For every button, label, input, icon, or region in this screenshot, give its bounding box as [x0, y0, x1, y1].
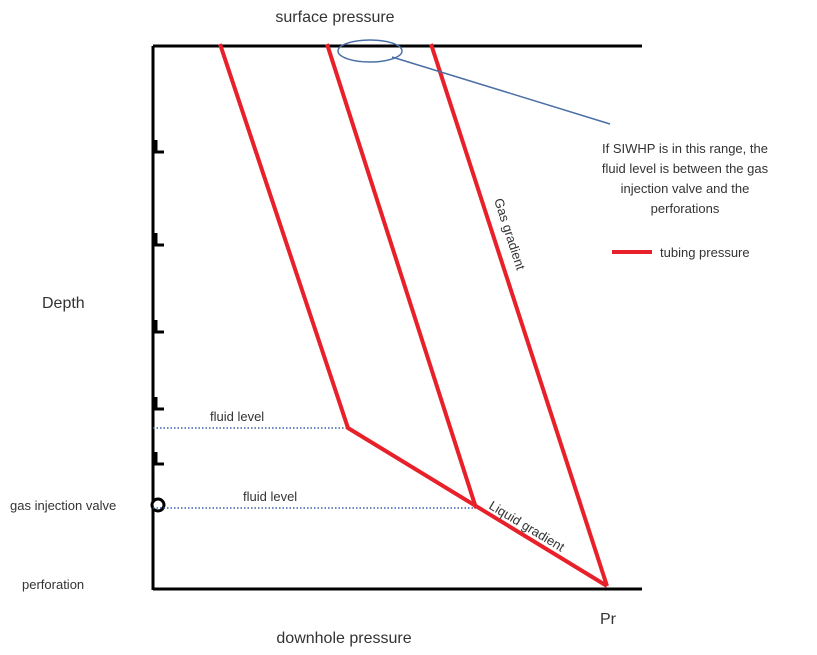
pr-label: Pr: [600, 611, 617, 628]
depth-axis-label: Depth: [42, 295, 85, 312]
liquid-gradient-label: Liquid gradient: [486, 498, 567, 555]
perforation-label: perforation: [22, 577, 84, 592]
depth-tick: [154, 452, 164, 466]
annotation-line-4: perforations: [651, 201, 720, 216]
depth-tick: [154, 320, 164, 334]
gas-injection-valve-label: gas injection valve: [10, 498, 116, 513]
downhole-pressure-title: downhole pressure: [276, 630, 411, 647]
tubing-pressure-line-2: [325, 43, 478, 509]
annotation-line-1: If SIWHP is in this range, the: [602, 141, 768, 156]
depth-tick: [154, 233, 164, 247]
depth-tick: [154, 397, 164, 411]
annotation-line-2: fluid level is between the gas: [602, 161, 769, 176]
fluid-level-label-upper: fluid level: [210, 409, 264, 424]
legend-label: tubing pressure: [660, 245, 750, 260]
annotation-line-3: injection valve and the: [621, 181, 750, 196]
fluid-level-label-lower: fluid level: [243, 489, 297, 504]
tubing-pressure-line-1: [218, 43, 609, 588]
gas-injection-valve-marker: [150, 497, 166, 513]
annotation-pointer-line: [391, 56, 611, 125]
gas-gradient-label: Gas gradient: [491, 196, 528, 272]
siwhp-range-ellipse: [337, 39, 403, 63]
surface-pressure-title: surface pressure: [275, 9, 394, 26]
tubing-pressure-line-3: [429, 43, 609, 587]
depth-tick: [154, 140, 164, 154]
